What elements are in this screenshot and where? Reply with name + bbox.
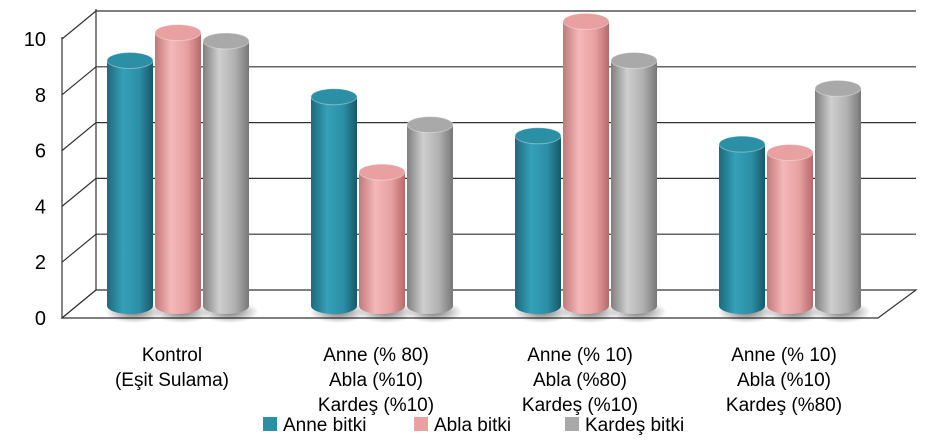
bar <box>105 51 163 323</box>
category-label: Kontrol (Eşit Sulama) <box>115 345 229 391</box>
category-label-line: Abla (%10) <box>329 370 423 391</box>
category-labels: Kontrol (Eşit Sulama) Anne (% 80) Abla (%10… <box>115 345 842 416</box>
y-tick-label: 6 <box>35 141 46 163</box>
bar-top <box>718 135 766 153</box>
legend-item: Kardeş bitki <box>565 415 684 436</box>
legend-label: Kardeş bitki <box>585 415 684 436</box>
legend-label: Anne bitki <box>283 415 366 436</box>
y-tick-label: 2 <box>35 252 46 274</box>
y-tick-label: 10 <box>24 29 46 51</box>
y-tick-label: 4 <box>35 196 46 218</box>
category-label: Anne (% 80) Abla (%10) Kardeş (%10) <box>318 345 434 416</box>
y-tick-label: 0 <box>35 308 46 330</box>
legend-item: Abla bitki <box>414 415 511 436</box>
bar-top <box>154 24 202 42</box>
bar-top <box>610 51 658 69</box>
category-label-line: Kontrol <box>142 345 202 366</box>
bar-body <box>155 32 201 314</box>
category-label-line: Abla (%10) <box>737 370 831 391</box>
bar-top <box>310 88 358 106</box>
category-label-line: Abla (%80) <box>533 370 627 391</box>
gridline-diagonal <box>61 122 97 152</box>
bar-body <box>203 40 249 314</box>
bar-top <box>358 163 406 181</box>
category-label: Anne (% 10) Abla (%10) Kardeş (%80) <box>726 345 842 416</box>
bar <box>513 127 571 323</box>
category-label-line: Kardeş (%10) <box>522 395 638 416</box>
bar-top <box>202 32 250 50</box>
category-label-line: Anne (% 10) <box>731 345 837 366</box>
legend-swatch <box>565 417 579 431</box>
y-tick-label: 8 <box>35 85 46 107</box>
bar-body <box>107 60 153 315</box>
bar-top <box>562 12 610 30</box>
legend-item: Anne bitki <box>263 415 366 436</box>
bar <box>609 51 667 323</box>
bar <box>561 12 619 323</box>
category-label: Anne (% 10) Abla (%80) Kardeş (%10) <box>522 345 638 416</box>
legend-swatch <box>414 417 428 431</box>
bar <box>357 163 415 323</box>
bar-body <box>815 88 861 314</box>
category-label-line: Anne (% 10) <box>527 345 633 366</box>
gridline-diagonal <box>61 66 97 96</box>
bar <box>201 32 259 323</box>
legend-swatch <box>263 417 277 431</box>
bar-body <box>719 144 765 314</box>
bar-top <box>814 79 862 97</box>
legend-label: Abla bitki <box>434 415 511 436</box>
bar <box>813 79 871 323</box>
bar-body <box>359 172 405 314</box>
bar <box>153 24 211 323</box>
gridline-diagonal <box>61 233 97 263</box>
y-axis: 0 2 4 6 8 10 <box>24 29 63 330</box>
category-label-line: Anne (% 80) <box>323 345 429 366</box>
category-label-line: Kardeş (%10) <box>318 395 434 416</box>
bar <box>717 135 775 323</box>
bar-top <box>766 144 814 162</box>
bar <box>765 144 823 323</box>
legend: Anne bitki Abla bitki Kardeş bitki <box>263 415 684 436</box>
bar-body <box>767 152 813 314</box>
bar-body <box>515 135 561 314</box>
bar-top <box>106 51 154 69</box>
category-label-line: (Eşit Sulama) <box>115 370 229 391</box>
bar <box>405 116 463 323</box>
category-label-line: Kardeş (%80) <box>726 395 842 416</box>
bar-body <box>311 96 357 314</box>
bar-top <box>406 116 454 134</box>
bar-body <box>563 21 609 314</box>
gridline-diagonal <box>61 10 97 40</box>
bar <box>309 88 367 323</box>
gridline-diagonal <box>61 177 97 207</box>
bar-body <box>611 60 657 315</box>
bar-top <box>514 127 562 145</box>
bar-body <box>407 124 453 315</box>
bars <box>105 12 871 323</box>
